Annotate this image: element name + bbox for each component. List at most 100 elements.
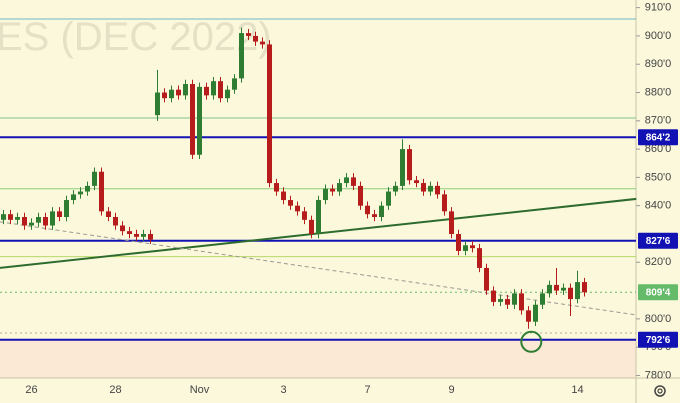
candle-body [568,287,573,300]
y-tick-label: 900'0 [645,30,672,42]
candle-body [120,225,125,232]
y-tick-label: 890'0 [645,58,672,70]
candle-body [302,211,307,220]
candle-body [400,149,405,186]
candle-body [519,293,524,311]
candle-body [575,282,580,300]
candle-body [498,299,503,302]
y-tick-label: 820'0 [645,256,672,268]
candle-body [71,194,76,201]
settings-icon[interactable] [654,385,666,397]
candle-body [246,33,251,36]
candle-body [449,211,454,234]
candle-body [435,185,440,195]
level-label: 792'6 [646,335,671,346]
candle-body [491,290,496,302]
candle-body [8,214,13,220]
candle-body [127,231,132,234]
level-label: 809'4 [646,287,671,298]
level-label: 827'6 [646,236,671,247]
candle-body [288,200,293,206]
y-tick-label: 800'0 [645,313,672,325]
candle-body [561,287,566,291]
candle-body [414,180,419,184]
candle-body [393,185,398,192]
trendline [0,221,637,316]
x-tick-label: 3 [280,384,286,396]
candle-body [344,177,349,184]
y-tick-label: 850'0 [645,171,672,183]
candle-body [239,33,244,79]
candle-body [281,191,286,201]
candle-body [197,86,202,155]
candle-body [442,194,447,212]
watermark-title: ES (DEC 2022) [0,15,272,59]
candle-body [330,188,335,192]
candle-body [407,149,412,181]
level-label-box [638,331,678,348]
candle-body [176,89,181,96]
candle-body [1,214,6,220]
candle-body [323,188,328,201]
candle-body [533,304,538,322]
candle-body [225,89,230,99]
gear-hub [657,388,663,394]
candle-body [267,44,272,184]
candle-body [29,222,34,226]
candle-body [85,185,90,192]
candle-body [316,200,321,234]
candle-body [512,293,517,305]
candle-body [582,282,587,293]
y-tick-label: 840'0 [645,200,672,212]
candle-body [50,211,55,226]
candle-body [183,84,188,96]
candle-body [274,183,279,192]
candle-body [372,214,377,218]
level-label: 864'2 [646,132,671,143]
candle-body [358,185,363,206]
candle-body [365,205,370,215]
x-tick-label: 26 [25,384,37,396]
candle-body [43,217,48,226]
candle-body [15,217,20,220]
candle-body [337,183,342,192]
candle-body [92,171,97,186]
candle-body [148,233,153,240]
candle-body [540,293,545,305]
y-tick-label: 780'0 [645,369,672,381]
candle-body [505,299,510,305]
candle-body [134,233,139,237]
level-label-box [638,232,678,249]
x-tick-label: 14 [571,384,583,396]
candle-body [218,81,223,99]
candle-body [22,217,27,226]
x-tick-label: 9 [448,384,454,396]
candle-body [554,284,559,291]
candle-body [351,177,356,186]
candle-body [99,171,104,212]
level-label-box [638,129,678,146]
candle-body [477,248,482,268]
y-tick-label: 870'0 [645,115,672,127]
candle-body [526,310,531,322]
candle-body [64,200,69,218]
candle-body [253,35,258,42]
candle-body [260,41,265,45]
candle-body [386,191,391,206]
candle-body [232,78,237,90]
candle-body [36,217,41,223]
candle-body [113,217,118,226]
candle-body [169,89,174,99]
candle-body [190,84,195,155]
x-tick-label: 7 [364,384,370,396]
candle-body [421,183,426,192]
candle-body [162,92,167,99]
candle-body [547,284,552,294]
candle-body [211,81,216,96]
x-tick-label: Nov [190,384,210,396]
candle-body [155,92,160,116]
y-tick-label: 880'0 [645,86,672,98]
